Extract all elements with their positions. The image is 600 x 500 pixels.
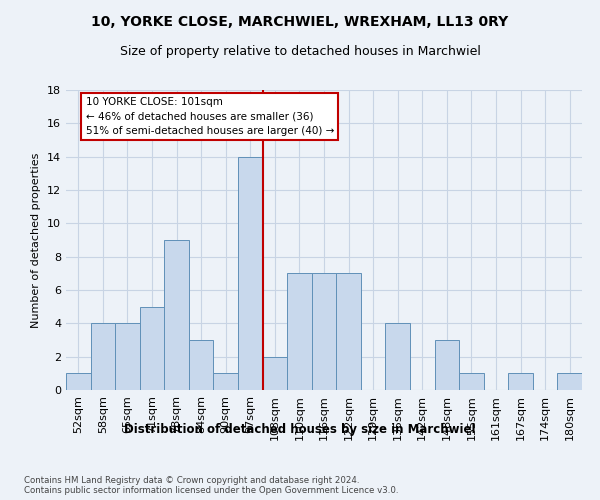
Bar — [287, 274, 312, 390]
Bar — [115, 324, 140, 390]
Bar — [238, 156, 263, 390]
Bar — [508, 374, 533, 390]
Bar — [91, 324, 115, 390]
Bar — [557, 374, 582, 390]
Text: Contains HM Land Registry data © Crown copyright and database right 2024.
Contai: Contains HM Land Registry data © Crown c… — [24, 476, 398, 495]
Text: 10 YORKE CLOSE: 101sqm
← 46% of detached houses are smaller (36)
51% of semi-det: 10 YORKE CLOSE: 101sqm ← 46% of detached… — [86, 96, 334, 136]
Text: Size of property relative to detached houses in Marchwiel: Size of property relative to detached ho… — [119, 45, 481, 58]
Bar — [385, 324, 410, 390]
Text: Distribution of detached houses by size in Marchwiel: Distribution of detached houses by size … — [124, 422, 476, 436]
Bar — [189, 340, 214, 390]
Y-axis label: Number of detached properties: Number of detached properties — [31, 152, 41, 328]
Bar — [434, 340, 459, 390]
Bar — [336, 274, 361, 390]
Bar — [66, 374, 91, 390]
Bar — [164, 240, 189, 390]
Bar — [459, 374, 484, 390]
Bar — [214, 374, 238, 390]
Bar — [312, 274, 336, 390]
Text: 10, YORKE CLOSE, MARCHWIEL, WREXHAM, LL13 0RY: 10, YORKE CLOSE, MARCHWIEL, WREXHAM, LL1… — [91, 15, 509, 29]
Bar — [263, 356, 287, 390]
Bar — [140, 306, 164, 390]
